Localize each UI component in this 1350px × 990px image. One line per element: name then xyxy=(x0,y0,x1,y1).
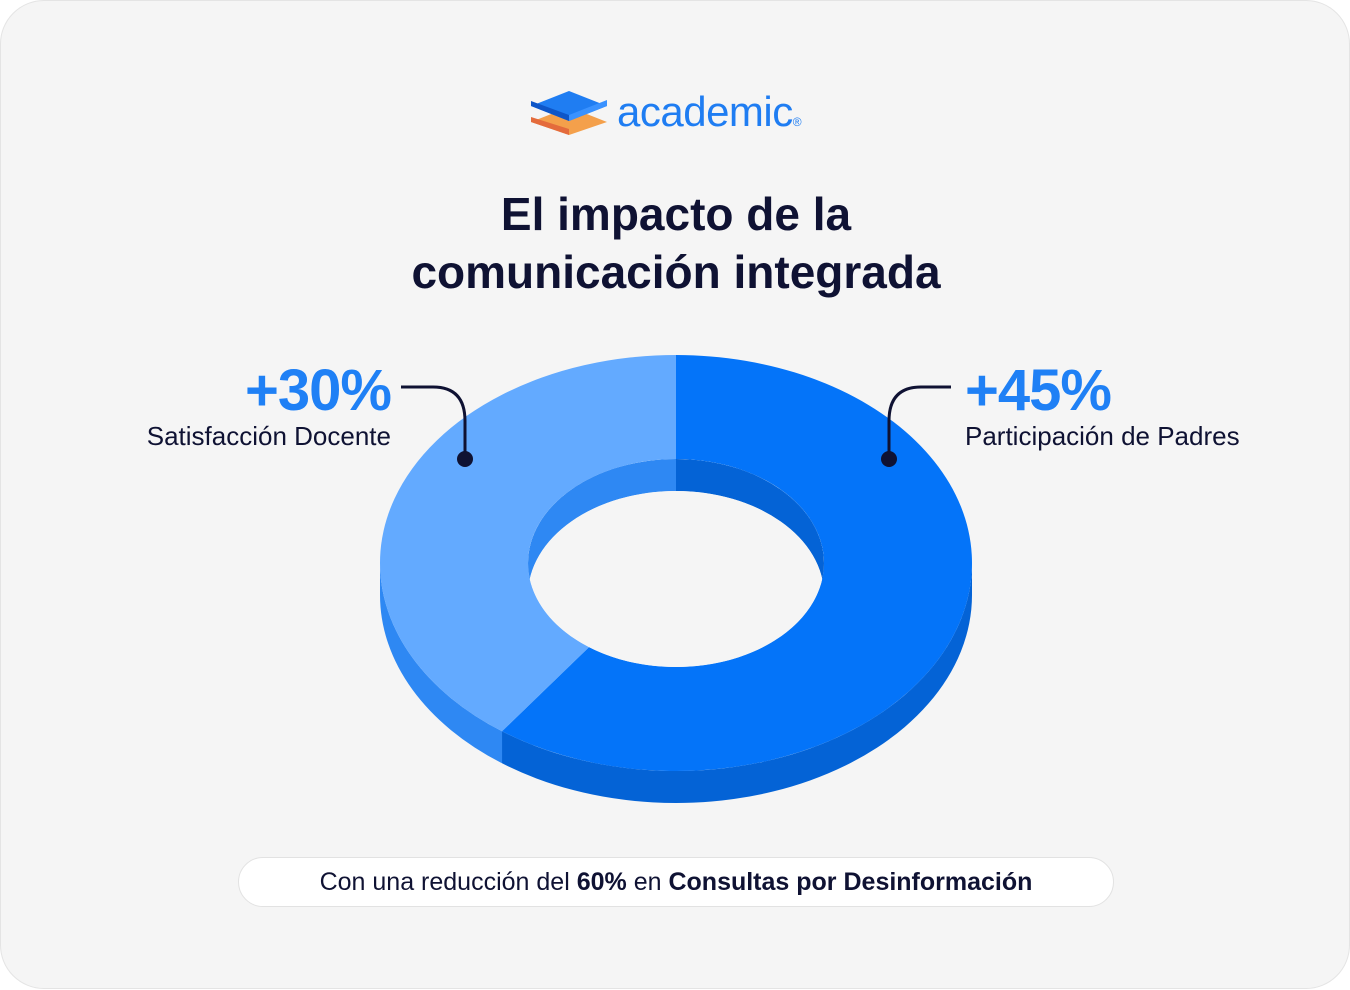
footer-highlight-topic: Consultas por Desinformación xyxy=(668,868,1033,896)
donut-inner-wall xyxy=(528,459,824,667)
callout-dot-satisfaccion xyxy=(457,451,473,467)
inner-wall-participacion xyxy=(676,459,824,595)
slice-participacion xyxy=(502,355,972,771)
slice-side-participacion xyxy=(502,563,972,804)
slice-satisfaccion xyxy=(379,355,676,732)
footer-highlight-value: 60% xyxy=(576,868,627,896)
callout-dot-participacion xyxy=(881,451,897,467)
donut-hole xyxy=(528,491,824,667)
brand-name: academic® xyxy=(617,88,802,135)
series-value-satisfaccion: +30% xyxy=(245,358,392,423)
callout-line-participacion xyxy=(887,385,951,459)
callout-participacion: +45% Participación de Padres xyxy=(965,358,1240,452)
footer-note: Con una reducción del 60% en Consultas p… xyxy=(238,857,1114,907)
title-line-2: comunicación integrada xyxy=(411,246,941,298)
brand-logo: academic® xyxy=(529,83,829,143)
slice-side-satisfaccion xyxy=(380,563,503,764)
chart-title: El impacto de la comunicación integrada xyxy=(1,185,1350,301)
title-line-1: El impacto de la xyxy=(500,188,852,240)
series-label-satisfaccion: Satisfacción Docente xyxy=(146,421,391,451)
series-label-participacion: Participación de Padres xyxy=(965,421,1240,451)
stacked-book-icon xyxy=(531,91,607,135)
callout-satisfaccion: +30% Satisfacción Docente xyxy=(146,358,392,452)
callout-line-satisfaccion xyxy=(401,385,467,459)
inner-wall-satisfaccion xyxy=(528,459,676,595)
series-value-participacion: +45% xyxy=(965,358,1112,423)
